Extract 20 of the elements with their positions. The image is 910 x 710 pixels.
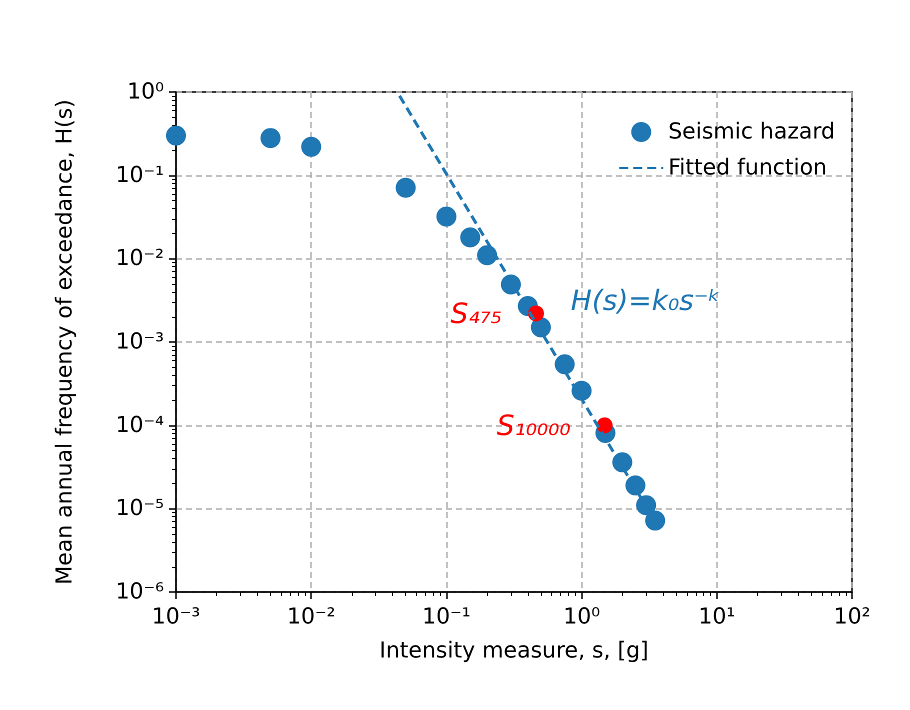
x-tick-label: 10⁻¹	[422, 604, 471, 630]
y-tick-label: 10⁻²	[116, 246, 164, 272]
x-tick-label: 10⁰	[563, 604, 600, 630]
y-axis-title: Mean annual frequency of exceedance, H(s)	[52, 99, 78, 585]
y-tick-label: 10⁻⁴	[116, 412, 164, 438]
annotation: H(s)=k₀s⁻ᵏ	[570, 284, 720, 317]
x-tick-label: 10²	[834, 604, 870, 630]
annotation: S₁₀₀₀₀	[496, 408, 571, 442]
legend-label: Fitted function	[668, 156, 827, 180]
y-tick-label: 10⁻⁶	[116, 580, 164, 604]
y-tick-label: 10⁻¹	[116, 162, 164, 188]
annotation: S₄₇₅	[450, 296, 502, 330]
y-tick-label: 10⁻⁵	[116, 496, 164, 522]
y-tick-label: 10⁰	[127, 80, 164, 104]
y-tick-label: 10⁻³	[116, 330, 164, 354]
legend-label: Seismic hazard	[668, 120, 836, 144]
x-tick-label: 10⁻²	[286, 604, 336, 630]
x-tick-label: 10¹	[698, 604, 736, 630]
x-tick-label: 10⁻³	[152, 604, 200, 630]
x-axis-title: Intensity measure, s, [g]	[379, 638, 649, 664]
